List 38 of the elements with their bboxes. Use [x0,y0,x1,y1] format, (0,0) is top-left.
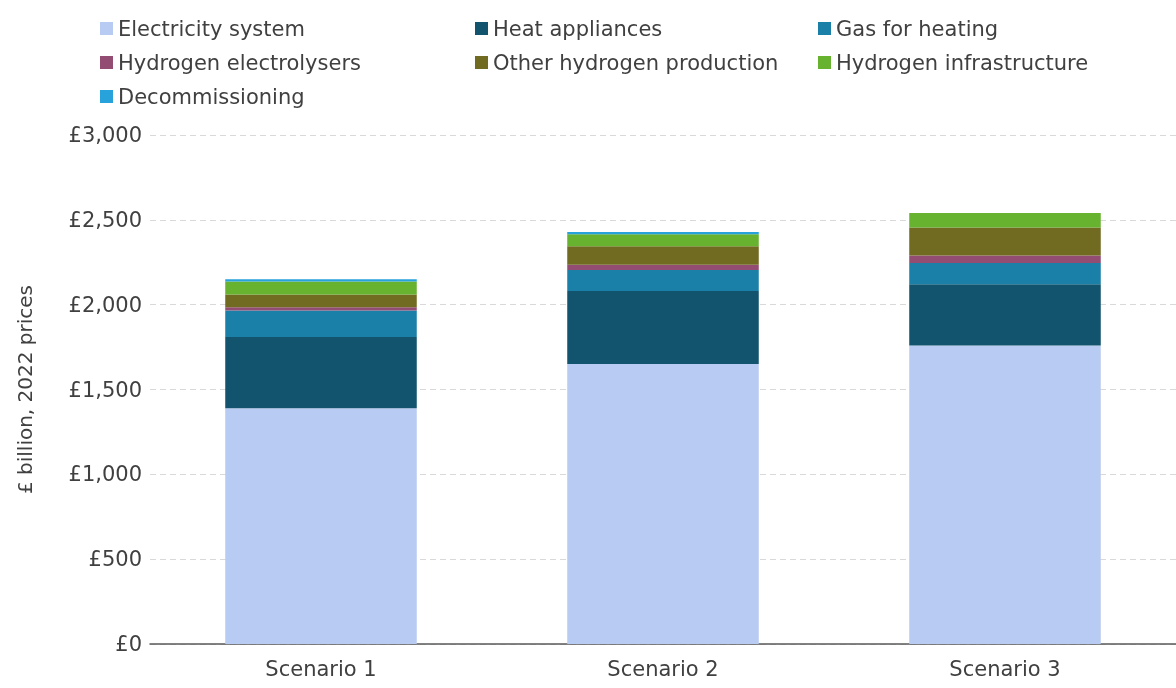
bar [567,234,759,247]
legend-label: Electricity system [118,16,305,41]
bar [567,264,759,270]
bar [567,246,759,265]
bar [225,279,417,282]
bar [909,213,1101,228]
bar [909,284,1101,346]
bar [225,307,417,311]
bar [909,263,1101,285]
x-tick-label: Scenario 2 [607,656,719,681]
bar [225,294,417,308]
legend-label: Hydrogen electrolysers [118,50,361,75]
bar [225,310,417,337]
bar [909,227,1101,256]
bar [567,232,759,235]
y-axis-title: £ billion, 2022 prices [13,284,37,495]
y-tick-label: £2,500 [68,207,142,232]
x-tick-label: Scenario 1 [265,656,377,681]
bar [909,345,1101,644]
bar [909,255,1101,264]
y-tick-label: £0 [115,632,142,656]
legend-label: Decommissioning [118,84,305,109]
x-tick-label: Scenario 3 [949,656,1061,681]
y-tick-label: £1,000 [68,462,142,487]
bar [567,291,759,365]
legend-label: Gas for heating [836,16,999,41]
y-tick-label: £1,500 [68,377,142,402]
legend-label: Hydrogen infrastructure [836,50,1089,75]
bar [225,408,417,644]
bar [225,281,417,295]
legend-label: Other hydrogen production [493,50,779,75]
y-tick-label: £2,000 [68,292,142,317]
legend-label: Heat appliances [493,16,663,41]
y-tick-label: £500 [88,547,142,572]
bar [567,269,759,292]
bar [225,336,417,409]
y-tick-label: £3,000 [68,123,142,147]
bar [567,364,759,644]
